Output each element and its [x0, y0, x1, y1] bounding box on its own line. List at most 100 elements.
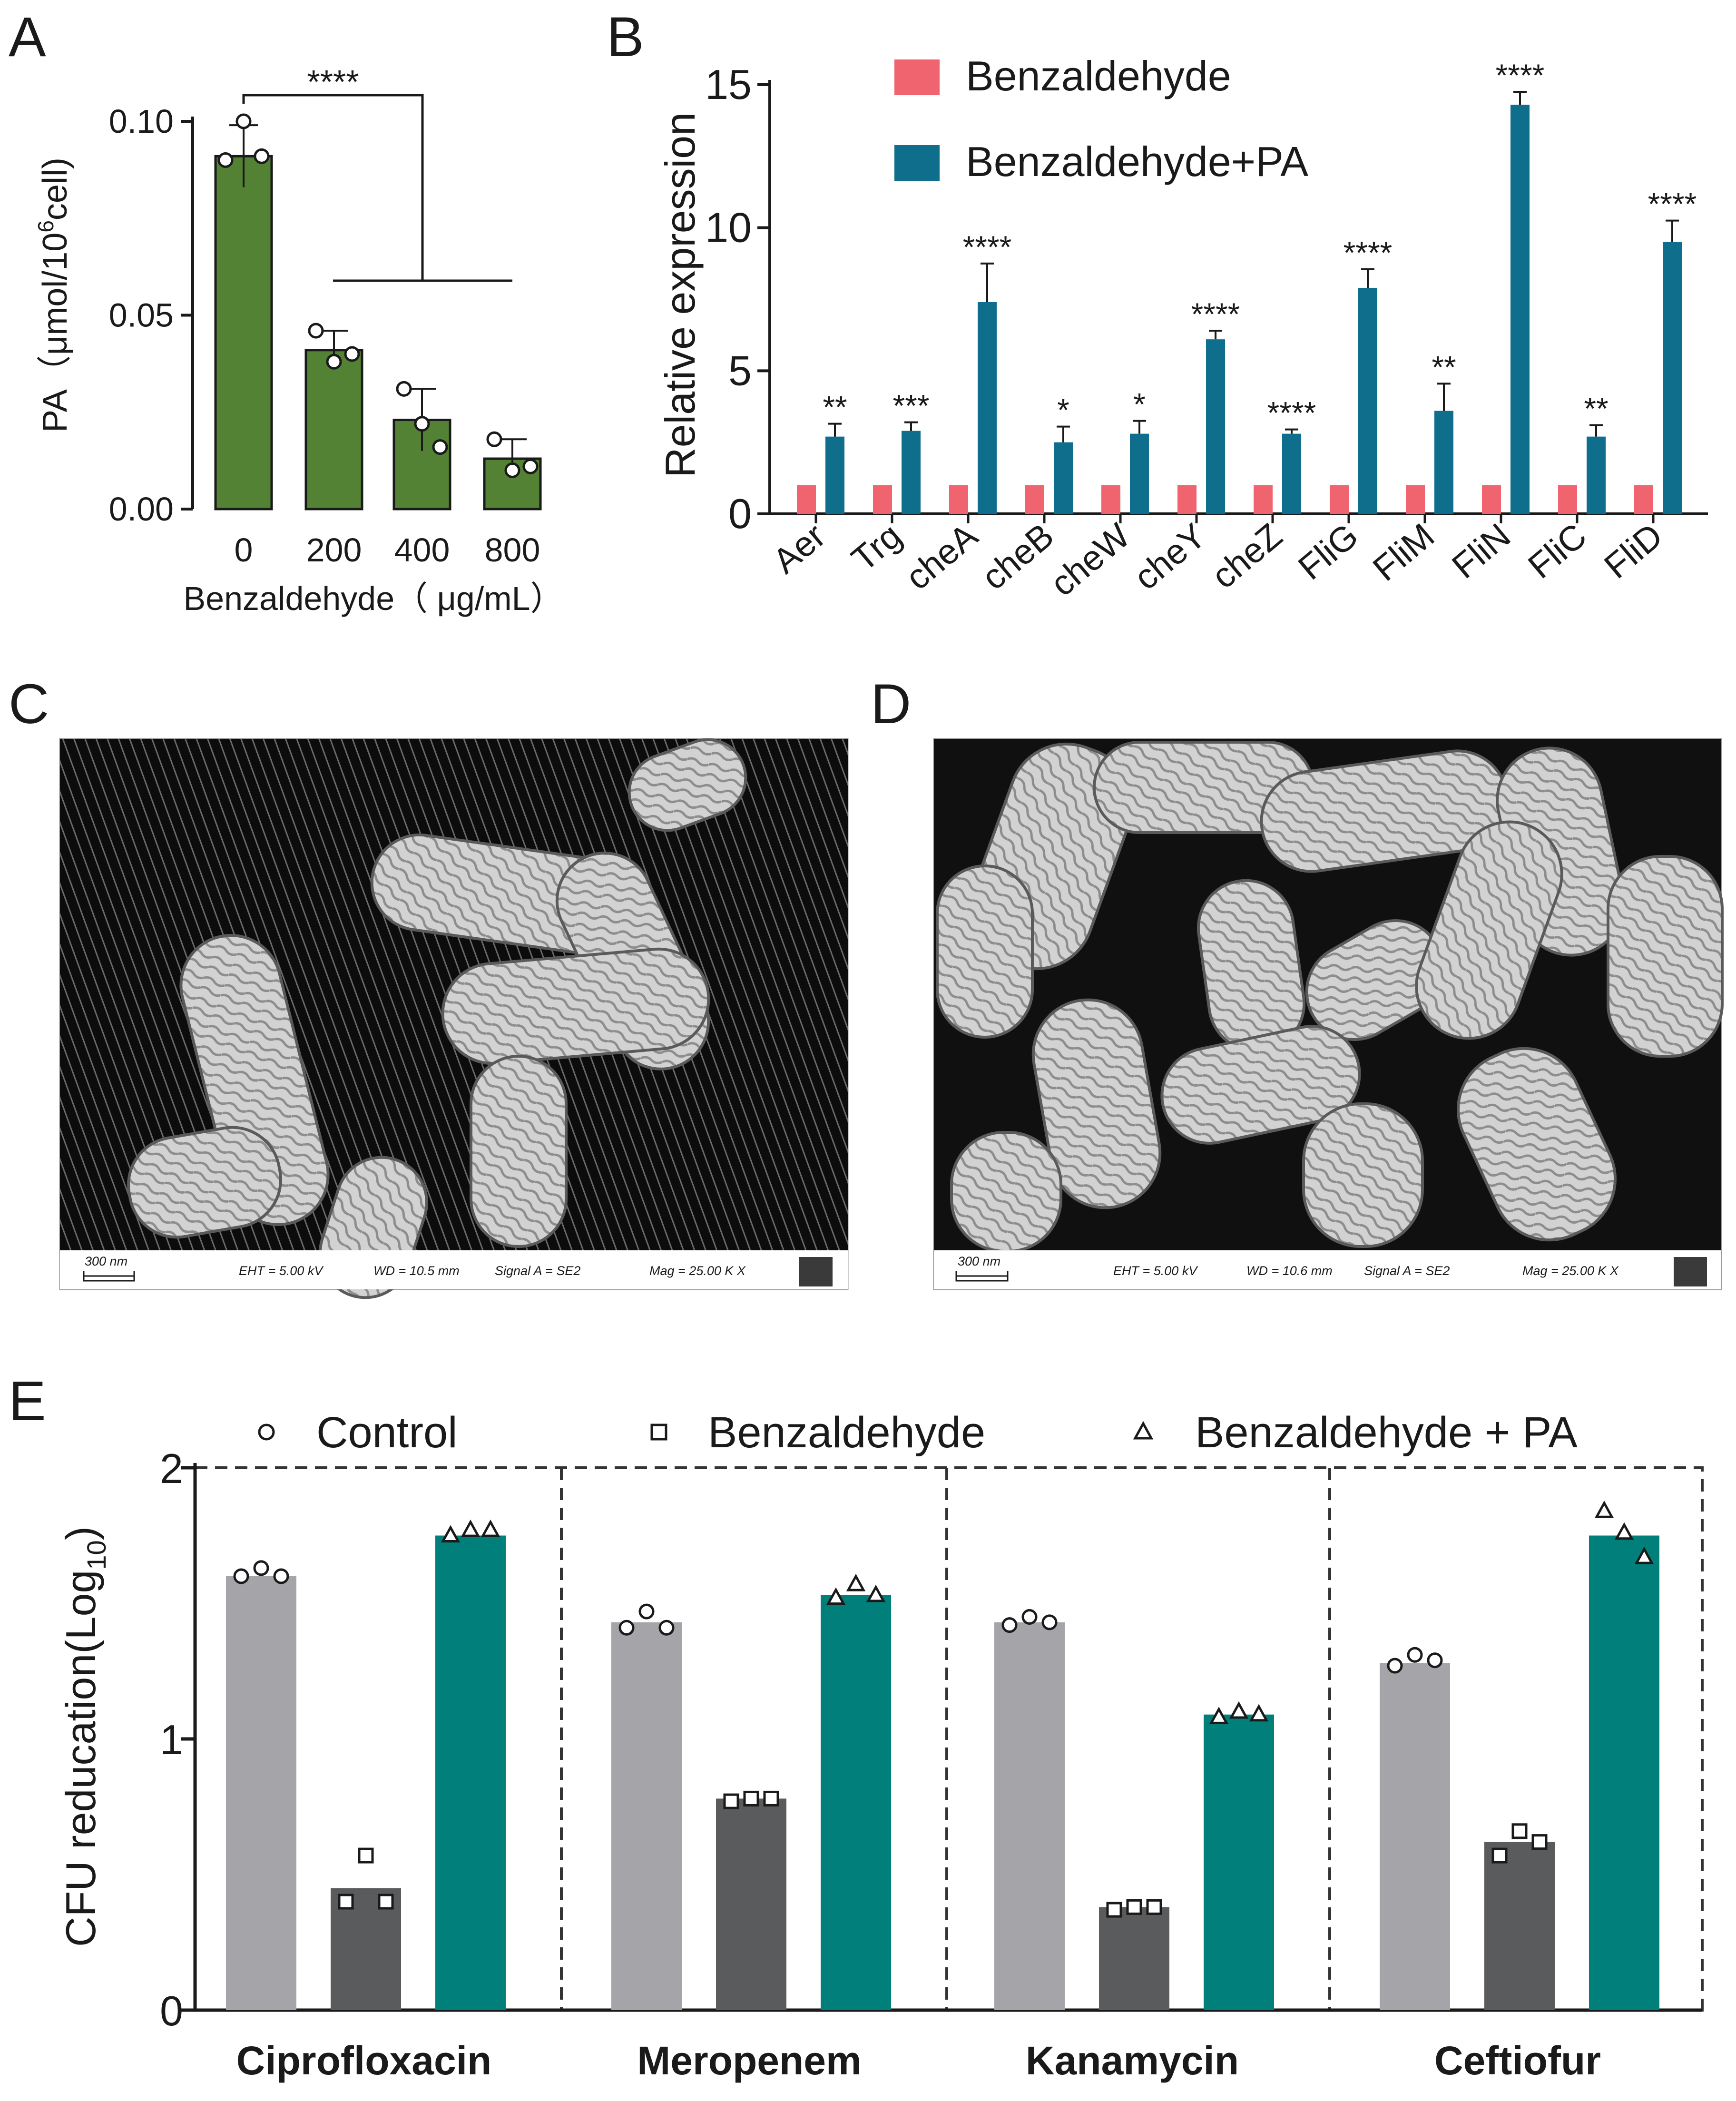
micrograph-c-eht: EHT = 5.00 kV — [239, 1264, 324, 1278]
panel-label-b: B — [607, 6, 644, 69]
chart-b-bar-benzaldehyde-pa — [1358, 287, 1377, 514]
chart-b-bar-benzaldehyde — [1254, 485, 1273, 514]
chart-b-bar-benzaldehyde-pa — [902, 431, 921, 514]
chart-e-point-benzaldehyde — [1531, 1834, 1548, 1850]
chart-a-ylabel: PA（μmol/106cell) — [33, 157, 74, 432]
chart-a: 0.00 0.05 0.10 0 200 400 800 **** — [109, 63, 542, 569]
chart-a-point — [344, 346, 360, 362]
chart-e-point-benzaldehyde-pa — [846, 1573, 866, 1591]
chart-e-point-benzaldehyde-pa — [481, 1519, 500, 1537]
chart-e-point-benzaldehyde — [1106, 1902, 1122, 1918]
chart-b-xtick-label: Trg — [844, 516, 909, 579]
chart-a-point — [254, 148, 270, 164]
chart-b-bar-benzaldehyde — [1330, 485, 1349, 514]
chart-b-ylabel: Relative expression — [657, 112, 704, 478]
chart-e-point-benzaldehyde — [1126, 1899, 1142, 1915]
chart-b-legend-swatch-benzaldehyde — [894, 59, 940, 95]
chart-b-sig-label: * — [1057, 393, 1069, 428]
micrograph-d-scale: 300 nm — [958, 1254, 1000, 1268]
chart-b-bar-benzaldehyde — [1177, 485, 1197, 514]
chart-b-sig-label: **** — [1496, 58, 1545, 93]
panel-label-a: A — [9, 6, 46, 69]
chart-b-legend-label-benzaldehyde-pa: Benzaldehyde+PA — [966, 138, 1308, 185]
chart-b-sig-label: **** — [1267, 395, 1316, 431]
chart-b-bar-benzaldehyde — [1634, 485, 1653, 514]
chart-e-bar-square — [1484, 1842, 1555, 2010]
chart-b-ytick-label: 0 — [728, 490, 752, 537]
chart-e-point-control — [253, 1560, 269, 1576]
micrograph-d-scalebar — [955, 1271, 1009, 1282]
micrograph-c: 300 nm EHT = 5.00 kV WD = 10.5 mm Signal… — [59, 738, 849, 1299]
chart-e-bar-triangle — [435, 1535, 506, 2010]
chart-a-ytick-label: 0.00 — [109, 491, 174, 528]
micrograph-d-infobar — [934, 1250, 1721, 1289]
chart-b-ytick-label: 5 — [728, 347, 752, 394]
chart-a-point — [235, 113, 252, 129]
chart-b-bar-benzaldehyde-pa — [1510, 105, 1530, 514]
chart-a-point — [217, 152, 234, 168]
chart-b-xtick-label: cheZ — [1204, 516, 1289, 596]
chart-e-bar-circle — [994, 1622, 1065, 2010]
chart-e-bar-square — [1099, 1907, 1169, 2010]
chart-b-bar-benzaldehyde-pa — [825, 436, 844, 514]
micrograph-d-signal: Signal A = SE2 — [1364, 1264, 1450, 1278]
chart-a-ytick-label: 0.05 — [109, 297, 174, 334]
chart-a-sig-bracket — [242, 94, 424, 281]
chart-a-point — [308, 323, 324, 339]
chart-b-sig-label: *** — [893, 388, 929, 423]
chart-a-sig-label: **** — [307, 63, 359, 100]
chart-e-ytick-label: 2 — [160, 1445, 183, 1492]
chart-b-bar-benzaldehyde — [949, 485, 968, 514]
chart-e-bar-circle — [611, 1622, 682, 2010]
chart-e-point-control — [618, 1620, 635, 1636]
chart-e-point-benzaldehyde — [1491, 1847, 1508, 1864]
chart-e-point-benzaldehyde-pa — [441, 1525, 461, 1542]
panel-label-d: D — [871, 673, 911, 736]
chart-e-xtick-label: Kanamycin — [1026, 2038, 1239, 2083]
chart-b-xtick-label: FliG — [1291, 516, 1365, 588]
chart-e-point-benzaldehyde-pa — [1594, 1501, 1614, 1518]
chart-e-point-benzaldehyde-pa — [1634, 1546, 1654, 1564]
chart-e-point-control — [1387, 1658, 1403, 1674]
chart-e-point-benzaldehyde-pa — [1209, 1707, 1229, 1724]
chart-e-point-control — [1407, 1647, 1423, 1663]
micrograph-c-bacteria — [127, 738, 747, 1299]
zeiss-logo-icon — [799, 1257, 833, 1286]
chart-e-point-benzaldehyde-pa — [1614, 1522, 1634, 1540]
chart-b-ytick-label: 10 — [705, 204, 752, 251]
chart-b-legend-swatch-benzaldehyde-pa — [894, 145, 940, 181]
chart-b-sig-label: ** — [1584, 391, 1608, 426]
chart-b-bar-benzaldehyde-pa — [1130, 433, 1149, 514]
chart-e-point-control — [273, 1568, 289, 1584]
micrograph-d-eht: EHT = 5.00 kV — [1113, 1264, 1198, 1278]
chart-e-legend-label-control: Control — [316, 1408, 458, 1457]
chart-e-point-benzaldehyde — [378, 1894, 394, 1910]
chart-b-bar-benzaldehyde — [1025, 485, 1044, 514]
chart-e-bar-square — [716, 1798, 786, 2010]
chart-e-legend-marker-control — [258, 1424, 275, 1441]
chart-e-point-control — [638, 1603, 655, 1620]
chart-b-sig-label: ** — [1432, 349, 1456, 384]
chart-b-bar-benzaldehyde-pa — [1206, 339, 1225, 514]
micrograph-c-signal: Signal A = SE2 — [495, 1264, 580, 1278]
micrograph-d-wd: WD = 10.6 mm — [1246, 1264, 1333, 1278]
micrograph-d-bacteria — [936, 741, 1724, 1253]
chart-a-xlabel: Benzaldehyde（ μg/mL） — [183, 580, 563, 617]
chart-b-xtick-label: cheW — [1043, 516, 1137, 604]
chart-b-bar-benzaldehyde — [797, 485, 816, 514]
chart-a-point — [486, 431, 502, 447]
chart-b-sig-label: * — [1133, 387, 1146, 422]
chart-e-legend-label-benzaldehyde: Benzaldehyde — [708, 1408, 985, 1457]
chart-e-point-benzaldehyde — [358, 1847, 374, 1864]
chart-e-point-benzaldehyde — [338, 1894, 354, 1910]
chart-e-bar-circle — [226, 1576, 296, 2010]
micrograph-d-mag: Mag = 25.00 K X — [1522, 1264, 1619, 1278]
chart-e-point-control — [1427, 1652, 1443, 1669]
micrograph-c-scalebar — [83, 1271, 135, 1282]
chart-e-bar-triangle — [1204, 1714, 1274, 2010]
chart-b-xtick-label: cheB — [974, 516, 1061, 598]
chart-a-bar — [304, 349, 363, 511]
chart-b-sig-label: **** — [1344, 235, 1393, 270]
chart-e-bar-triangle — [821, 1595, 891, 2010]
